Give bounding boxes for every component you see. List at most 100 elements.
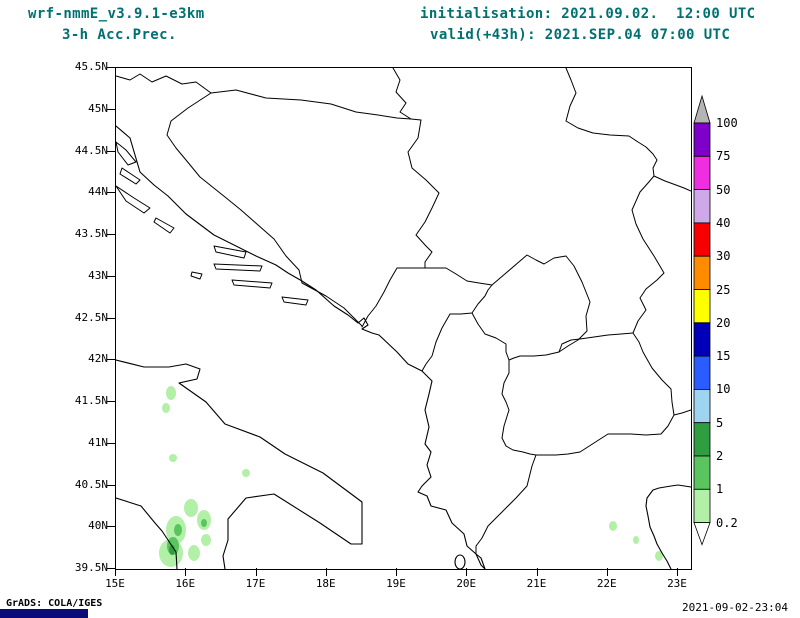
y-tick-mark xyxy=(107,317,115,319)
x-tick-mark xyxy=(466,568,468,576)
precip-cell xyxy=(655,551,663,561)
islands-group xyxy=(116,141,309,306)
colorbar-label: 30 xyxy=(716,249,731,264)
border-croatia-serbia xyxy=(392,68,412,120)
y-tick-label: 45.5N xyxy=(74,60,108,73)
coastline-italy-adriatic xyxy=(116,359,363,569)
colorbar-block xyxy=(693,422,711,457)
taskbar-fragment xyxy=(0,609,88,618)
precip-cell xyxy=(242,469,250,477)
border-macedonia-bulgaria xyxy=(632,332,675,416)
border-kosovo-serbia xyxy=(491,254,591,353)
x-tick-label: 21E xyxy=(526,577,547,590)
colorbar-label: 2 xyxy=(716,449,724,463)
x-tick-mark xyxy=(115,568,116,576)
y-tick-mark xyxy=(107,484,115,486)
x-tick-mark xyxy=(396,568,397,576)
colorbar-label: 50 xyxy=(716,182,731,197)
precip-cell xyxy=(174,524,182,536)
credit-label: GrADS: COLA/IGES xyxy=(6,598,103,609)
colorbar-block xyxy=(693,155,711,190)
colorbar-over-arrow xyxy=(693,95,711,124)
border-croatia-bosnia-west xyxy=(166,92,303,284)
coastline-greece-aegean xyxy=(645,484,691,569)
init-time-label: initialisation: 2021.09.02. 12:00 UTC xyxy=(420,6,756,22)
colorbar-block xyxy=(693,322,711,357)
y-tick-mark xyxy=(107,275,115,277)
y-tick-label: 41.5N xyxy=(74,394,108,407)
precip-layer xyxy=(159,386,663,567)
y-tick-mark xyxy=(107,108,115,110)
precip-cell xyxy=(201,519,207,527)
y-tick-label: 42.5N xyxy=(74,310,108,324)
island-sliver xyxy=(190,271,203,280)
timestamp-label: 2021-09-02-23:04 xyxy=(682,601,788,614)
x-tick-label: 16E xyxy=(175,577,196,590)
map-canvas xyxy=(116,68,691,569)
y-tick-mark xyxy=(107,150,115,152)
corfu-island xyxy=(454,554,466,569)
border-croatia-bosnia-sava xyxy=(210,89,422,121)
y-tick-mark xyxy=(107,192,115,194)
x-tick-mark xyxy=(255,568,257,576)
valid-time-label: valid(+43h): 2021.SEP.04 07:00 UTC xyxy=(430,27,731,43)
colorbar-label: 15 xyxy=(716,349,731,364)
border-montenegro-kosovo-albania xyxy=(421,284,493,372)
border-bulgaria-greece xyxy=(673,409,691,416)
island-sliver xyxy=(119,167,141,185)
y-tick-mark xyxy=(107,526,115,528)
colorbar-label: 0.2 xyxy=(716,515,738,530)
x-tick-mark xyxy=(606,568,608,576)
border-bosnia-serbia-drina xyxy=(407,119,493,286)
border-albania-greece xyxy=(475,454,537,555)
precip-cell xyxy=(633,536,639,544)
border-kosovo-macedonia xyxy=(508,351,560,361)
y-tick-label: 40.5N xyxy=(74,477,108,491)
precip-cell xyxy=(201,534,211,546)
y-tick-label: 40N xyxy=(88,519,108,533)
precip-cell xyxy=(166,386,176,400)
model-name-label: wrf-nmmE_v3.9.1-e3km xyxy=(28,6,205,22)
y-tick-mark xyxy=(107,568,115,569)
y-tick-mark xyxy=(107,442,115,444)
island-sliver xyxy=(153,217,175,234)
colorbar-block xyxy=(693,255,711,290)
colorbar-block xyxy=(693,222,711,257)
colorbar-block xyxy=(693,289,711,324)
island-sliver xyxy=(116,185,151,214)
x-tick-label: 18E xyxy=(315,577,336,590)
x-tick-label: 20E xyxy=(456,577,477,590)
border-serbia-romania-danube xyxy=(565,68,691,192)
colorbar-label: 10 xyxy=(716,382,731,397)
y-tick-label: 45N xyxy=(88,101,108,115)
y-tick-mark xyxy=(107,401,115,402)
x-tick-label: 17E xyxy=(245,577,266,590)
y-tick-mark xyxy=(107,234,115,235)
x-tick-label: 23E xyxy=(667,577,687,590)
y-tick-label: 41N xyxy=(88,435,108,449)
border-croatia-bosnia-south xyxy=(301,282,363,327)
x-tick-mark xyxy=(185,568,187,576)
colorbar-under-arrow xyxy=(693,522,711,546)
x-tick-mark xyxy=(536,568,538,576)
x-tick-label: 22E xyxy=(596,577,617,590)
border-serbia-macedonia xyxy=(558,332,634,353)
island-sliver xyxy=(231,279,273,289)
precip-cell xyxy=(609,521,617,531)
precip-cell xyxy=(169,454,177,462)
y-tick-label: 39.5N xyxy=(74,561,108,574)
colorbar-block xyxy=(693,388,711,424)
colorbar-block xyxy=(693,122,711,157)
colorbar-label: 25 xyxy=(716,282,731,297)
colorbar-label: 40 xyxy=(716,215,731,230)
border-bosnia-montenegro xyxy=(361,267,426,328)
product-label: 3-h Acc.Prec. xyxy=(62,27,177,43)
border-macedonia-greece xyxy=(535,414,675,456)
colorbar-label: 100 xyxy=(716,116,738,130)
colorbar-block xyxy=(693,455,711,490)
x-tick-label: 15E xyxy=(105,577,125,590)
borders-group xyxy=(116,68,691,555)
island-sliver xyxy=(213,245,247,259)
coastline-greece-ionian xyxy=(475,553,486,569)
y-tick-label: 43N xyxy=(88,268,108,282)
